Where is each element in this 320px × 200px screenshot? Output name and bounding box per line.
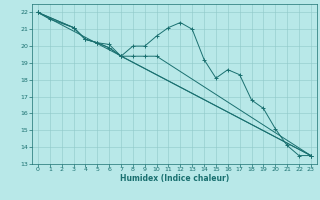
X-axis label: Humidex (Indice chaleur): Humidex (Indice chaleur): [120, 174, 229, 183]
